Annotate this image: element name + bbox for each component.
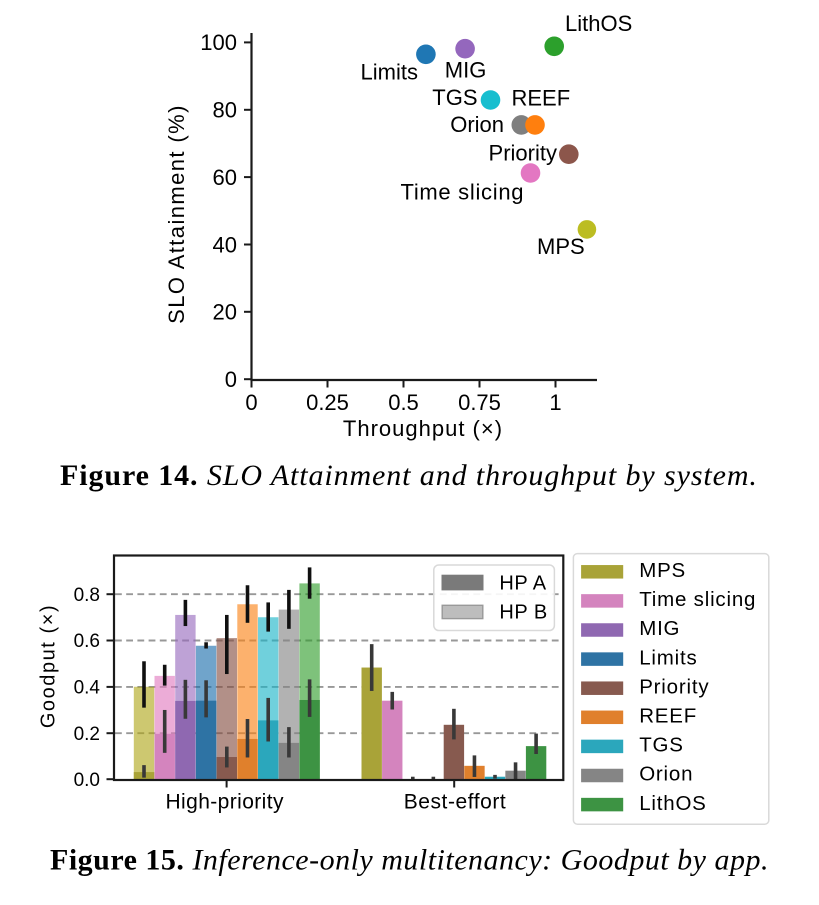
svg-text:0.2: 0.2: [74, 724, 100, 745]
svg-text:Limits: Limits: [639, 646, 697, 669]
svg-text:TGS: TGS: [639, 734, 684, 757]
svg-text:100: 100: [200, 30, 237, 55]
svg-text:60: 60: [213, 165, 237, 190]
svg-text:40: 40: [213, 232, 237, 257]
svg-text:0.25: 0.25: [306, 390, 349, 415]
svg-text:MPS: MPS: [639, 559, 686, 582]
svg-text:1: 1: [549, 390, 561, 415]
svg-text:0.75: 0.75: [458, 390, 501, 415]
svg-text:0.4: 0.4: [74, 678, 101, 699]
svg-text:TGS: TGS: [432, 85, 477, 110]
svg-text:REEF: REEF: [512, 86, 571, 111]
svg-text:Priority: Priority: [639, 675, 709, 698]
svg-text:High-priority: High-priority: [165, 791, 283, 814]
svg-text:LithOS: LithOS: [639, 792, 706, 815]
svg-text:0.5: 0.5: [388, 390, 419, 415]
svg-text:0.8: 0.8: [74, 585, 100, 606]
svg-text:Throughput (×): Throughput (×): [343, 416, 503, 441]
svg-text:Time slicing: Time slicing: [639, 588, 756, 611]
svg-text:LithOS: LithOS: [565, 11, 632, 36]
svg-text:Orion: Orion: [450, 112, 504, 137]
svg-text:Orion: Orion: [639, 763, 693, 786]
svg-text:0.6: 0.6: [74, 631, 100, 652]
svg-text:Figure 15. Inference-only mult: Figure 15. Inference-only multitenancy: …: [50, 844, 769, 877]
svg-text:80: 80: [213, 98, 237, 123]
svg-text:Figure 14. SLO Attainment and: Figure 14. SLO Attainment and throughput…: [60, 459, 758, 492]
svg-text:0: 0: [245, 390, 257, 415]
svg-text:0.0: 0.0: [74, 770, 100, 791]
svg-text:MIG: MIG: [445, 58, 487, 83]
svg-text:MIG: MIG: [639, 617, 680, 640]
svg-text:0: 0: [225, 367, 237, 392]
svg-text:Priority: Priority: [489, 141, 557, 166]
svg-text:REEF: REEF: [639, 705, 697, 728]
svg-text:MPS: MPS: [537, 234, 585, 259]
svg-text:Time slicing: Time slicing: [401, 180, 525, 205]
svg-text:Goodput (×): Goodput (×): [38, 604, 60, 728]
svg-text:Limits: Limits: [361, 60, 418, 85]
svg-text:HP B: HP B: [499, 602, 547, 624]
svg-text:SLO Attainment (%): SLO Attainment (%): [164, 104, 189, 324]
svg-text:20: 20: [213, 300, 237, 325]
svg-text:Best-effort: Best-effort: [404, 791, 507, 814]
svg-text:HP A: HP A: [499, 573, 546, 595]
